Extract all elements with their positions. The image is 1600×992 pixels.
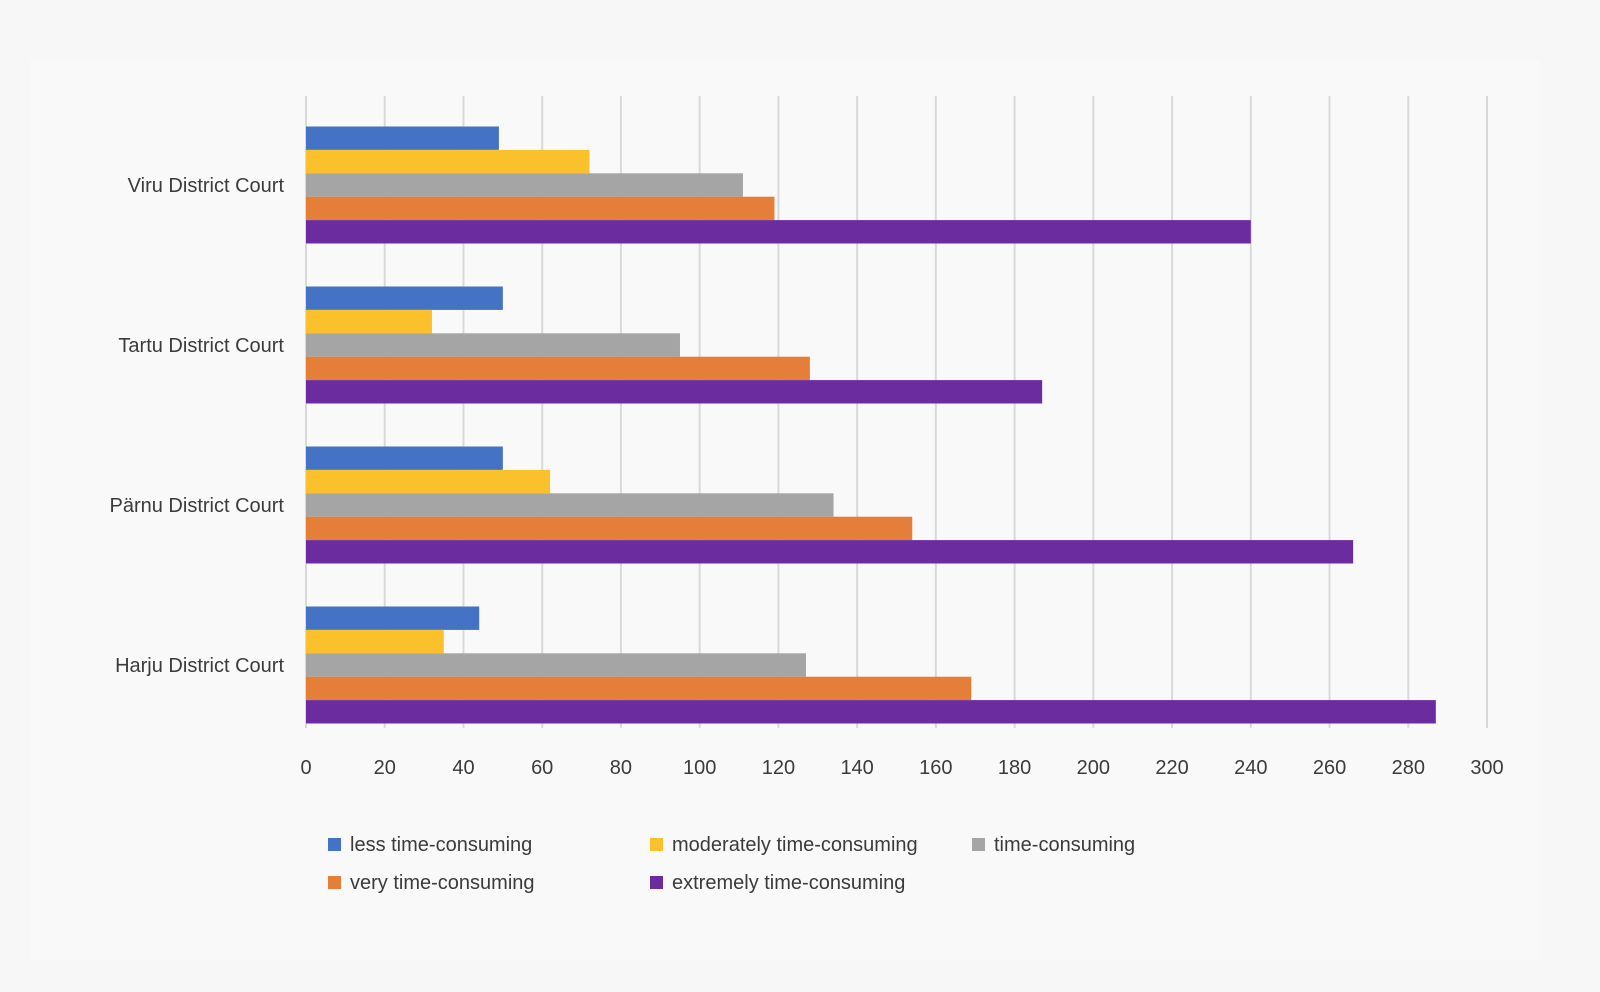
- x-tick-label: 100: [683, 757, 716, 779]
- x-tick-label: 0: [300, 757, 311, 779]
- bar-moderately-time-consuming-1: [306, 469, 551, 494]
- category-label: Pärnu District Court: [110, 495, 285, 517]
- category-label: Harju District Court: [115, 655, 284, 677]
- bar-moderately-time-consuming-0: [306, 629, 444, 654]
- x-tick-label: 280: [1392, 757, 1425, 779]
- bar-less-time-consuming-2: [306, 286, 503, 310]
- x-tick-label: 40: [452, 757, 474, 779]
- legend-item: time-consuming: [972, 834, 1135, 856]
- x-tick-label: 260: [1313, 757, 1346, 779]
- x-tick-label: 240: [1234, 757, 1267, 779]
- x-tick-label: 20: [374, 757, 396, 779]
- legend-label: very time-consuming: [350, 872, 535, 894]
- legend-swatch: [650, 838, 663, 851]
- legend-swatch: [328, 838, 341, 851]
- x-tick-label: 140: [840, 757, 873, 779]
- bar-less-time-consuming-1: [306, 446, 503, 470]
- bar-very-time-consuming-3: [306, 196, 775, 221]
- legend-swatch: [650, 876, 663, 889]
- legend-item: moderately time-consuming: [650, 834, 918, 856]
- legend-swatch: [972, 838, 985, 851]
- x-tick-label: 120: [762, 757, 795, 779]
- bar-moderately-time-consuming-2: [306, 309, 432, 334]
- legend-item: extremely time-consuming: [650, 872, 905, 894]
- legend-item: very time-consuming: [328, 872, 535, 894]
- bar-very-time-consuming-1: [306, 516, 913, 541]
- bar-time-consuming-0: [306, 653, 806, 677]
- bar-less-time-consuming-3: [306, 126, 499, 150]
- bar-extremely-time-consuming-1: [306, 540, 1354, 564]
- category-label: Tartu District Court: [118, 335, 284, 357]
- bar-extremely-time-consuming-2: [306, 380, 1043, 404]
- x-axis-ticks: 0 20 40 60 80 100 120 140 160 180 200 220 240 260 280 3…: [300, 757, 1503, 779]
- bar-extremely-time-consuming-3: [306, 220, 1251, 244]
- x-tick-label: 60: [531, 757, 553, 779]
- legend-swatch: [328, 876, 341, 889]
- bar-very-time-consuming-0: [306, 676, 972, 701]
- bar-time-consuming-3: [306, 173, 743, 197]
- x-tick-label: 160: [919, 757, 952, 779]
- bar-extremely-time-consuming-0: [306, 700, 1436, 724]
- x-tick-label: 180: [998, 757, 1031, 779]
- bar-time-consuming-1: [306, 493, 834, 517]
- legend-label: extremely time-consuming: [672, 872, 905, 894]
- x-tick-label: 80: [610, 757, 632, 779]
- bars: [306, 126, 1436, 724]
- bar-less-time-consuming-0: [306, 606, 480, 630]
- x-tick-label: 220: [1155, 757, 1188, 779]
- legend-label: less time-consuming: [350, 834, 532, 856]
- bar-time-consuming-2: [306, 333, 680, 357]
- category-label: Viru District Court: [128, 175, 285, 197]
- x-tick-label: 200: [1077, 757, 1110, 779]
- x-tick-label: 300: [1470, 757, 1503, 779]
- legend-label: time-consuming: [994, 834, 1135, 856]
- legend-label: moderately time-consuming: [672, 834, 918, 856]
- y-axis-categories: Harju District Court Pärnu District Court…: [110, 175, 285, 677]
- legend-item: less time-consuming: [328, 834, 532, 856]
- legend: less time-consuming moderately time-consu…: [328, 834, 1135, 894]
- bar-moderately-time-consuming-3: [306, 149, 590, 174]
- bar-very-time-consuming-2: [306, 356, 810, 381]
